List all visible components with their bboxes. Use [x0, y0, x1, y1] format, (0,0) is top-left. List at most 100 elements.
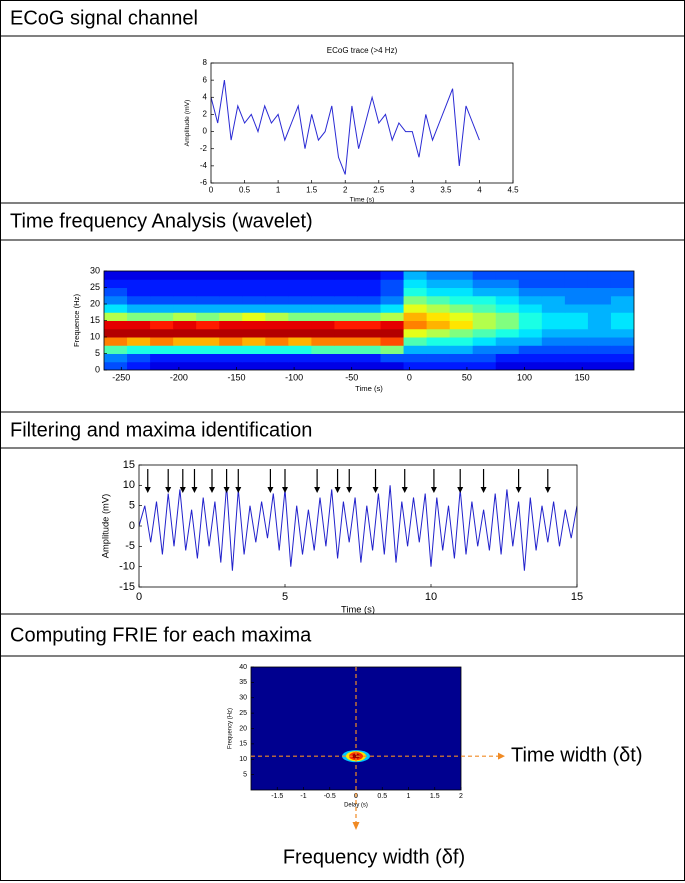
heat-cell — [472, 312, 497, 321]
x-tick-label: 15 — [571, 591, 583, 603]
heat-cell — [449, 361, 474, 370]
heat-cell — [380, 304, 405, 313]
heat-cell — [518, 345, 543, 354]
y-axis-label: Frequence (Hz) — [72, 294, 81, 348]
heat-cell — [265, 328, 289, 338]
heat-cell — [541, 295, 566, 305]
heat-cell — [472, 287, 497, 297]
heat-cell — [541, 312, 566, 321]
heat-cell — [357, 287, 382, 297]
heat-cell — [242, 279, 266, 288]
heat-cell — [127, 345, 151, 354]
heat-cell — [150, 337, 174, 346]
y-tick-label: 5 — [129, 500, 135, 512]
heat-cell — [334, 361, 358, 370]
heat-cell — [472, 295, 497, 305]
heat-cell — [104, 345, 128, 354]
heat-cell — [219, 287, 243, 297]
arrow-head — [372, 487, 379, 493]
x-tick-label: 4.5 — [507, 185, 519, 194]
heat-cell — [196, 271, 220, 280]
heat-cell — [518, 304, 543, 313]
heat-cell — [357, 353, 382, 363]
heat-cell — [495, 328, 520, 338]
heat-cell — [518, 361, 543, 370]
maximum-arrow — [544, 469, 551, 493]
heat-cell — [541, 287, 566, 297]
heat-cell — [150, 353, 174, 363]
plot-area — [211, 63, 513, 183]
heat-cell — [610, 271, 634, 280]
heat-cell — [196, 312, 220, 321]
heat-cell — [541, 337, 566, 346]
heat-cell — [242, 271, 266, 280]
heat-cell — [495, 271, 520, 280]
heat-cell — [380, 353, 405, 363]
y-tick-label: -15 — [119, 581, 135, 593]
y-tick-label: 20 — [239, 725, 247, 732]
heat-cell — [610, 279, 634, 288]
heat-cell — [127, 304, 151, 313]
heat-cell — [587, 328, 612, 338]
heat-cell — [173, 295, 197, 305]
heat-cell — [587, 287, 612, 297]
heat-cell — [242, 361, 266, 370]
heat-cell — [472, 320, 497, 330]
heat-cell — [104, 328, 128, 338]
y-tick-label: 2 — [203, 110, 208, 119]
heat-cell — [449, 328, 474, 338]
heat-cell — [541, 328, 566, 338]
y-tick-label: -6 — [200, 178, 208, 187]
heat-cell — [104, 295, 128, 305]
heat-cell — [357, 361, 382, 370]
heat-cell — [403, 328, 428, 338]
heat-cell — [219, 353, 243, 363]
heat-cell — [380, 320, 405, 330]
maximum-arrow — [223, 469, 230, 493]
heat-cell — [265, 287, 289, 297]
plot-layer — [211, 80, 480, 175]
signal-line — [139, 485, 577, 571]
maximum-arrow — [267, 469, 274, 493]
x-tick-label: 3 — [410, 185, 415, 194]
heat-cell — [150, 287, 174, 297]
y-tick-label: 0 — [129, 520, 135, 532]
heat-cell — [564, 312, 589, 321]
maximum-arrow — [430, 469, 437, 493]
heat-cell — [610, 328, 634, 338]
heat-cell — [127, 279, 151, 288]
heat-cell — [311, 287, 335, 297]
arrow-head — [179, 487, 186, 493]
heat-cell — [587, 271, 612, 280]
heat-cell — [587, 345, 612, 354]
arrow-head — [498, 752, 505, 760]
maximum-arrow — [282, 469, 288, 493]
heat-cell — [564, 353, 589, 363]
maximum-arrow — [165, 469, 172, 493]
heat-cell — [380, 328, 405, 338]
heat-cell — [334, 337, 358, 346]
heat-cell — [564, 328, 589, 338]
heat-cell — [265, 304, 289, 313]
heat-cell — [495, 279, 520, 288]
heat-cell — [426, 320, 451, 330]
heat-cell — [380, 271, 405, 280]
arrow-head — [191, 487, 198, 493]
heat-cell — [472, 328, 497, 338]
arrow-head — [544, 487, 551, 493]
heat-cell — [173, 312, 197, 321]
heat-cell — [196, 295, 220, 305]
heat-cell — [564, 320, 589, 330]
heat-cell — [127, 295, 151, 305]
y-axis-label: Amplitude (mV) — [100, 494, 110, 558]
heat-cell — [426, 345, 451, 354]
heat-cell — [104, 337, 128, 346]
heat-cell — [265, 295, 289, 305]
heat-cell — [380, 345, 405, 354]
heat-cell — [518, 353, 543, 363]
heat-cell — [334, 295, 358, 305]
heat-cell — [265, 345, 289, 354]
x-tick-label: 1.5 — [430, 793, 440, 800]
heat-cell — [541, 320, 566, 330]
